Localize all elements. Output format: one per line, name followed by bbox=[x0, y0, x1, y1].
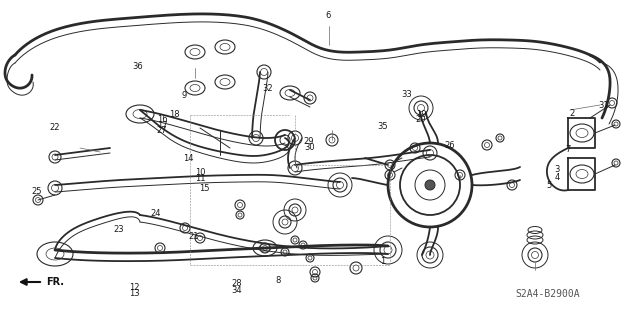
Text: 1: 1 bbox=[380, 257, 385, 266]
Text: 25: 25 bbox=[32, 187, 42, 196]
Text: 22: 22 bbox=[49, 123, 60, 132]
Text: 19: 19 bbox=[416, 110, 426, 119]
Text: 18: 18 bbox=[170, 110, 180, 119]
Text: 17: 17 bbox=[157, 121, 167, 130]
Text: 21: 21 bbox=[189, 232, 199, 241]
Text: 34: 34 bbox=[232, 286, 242, 295]
Text: 35: 35 bbox=[378, 122, 388, 131]
Text: 10: 10 bbox=[195, 168, 205, 177]
Text: 2: 2 bbox=[569, 109, 574, 118]
Text: 32: 32 bbox=[262, 84, 273, 93]
Text: 3: 3 bbox=[554, 165, 559, 174]
Text: 9: 9 bbox=[181, 91, 186, 100]
Text: 8: 8 bbox=[276, 276, 281, 285]
Text: 11: 11 bbox=[195, 174, 205, 183]
Text: 36: 36 bbox=[132, 63, 143, 71]
Text: 6: 6 bbox=[326, 11, 331, 20]
Text: 30: 30 bbox=[304, 143, 314, 152]
Text: 31: 31 bbox=[598, 101, 609, 110]
Text: 24: 24 bbox=[150, 209, 161, 218]
Text: 5: 5 bbox=[547, 181, 552, 189]
Text: 33: 33 bbox=[401, 90, 412, 99]
Text: 28: 28 bbox=[232, 279, 242, 288]
Text: 7: 7 bbox=[565, 145, 570, 154]
Text: 12: 12 bbox=[129, 283, 140, 292]
Text: 13: 13 bbox=[129, 289, 140, 298]
Text: FR.: FR. bbox=[46, 277, 64, 287]
Text: 29: 29 bbox=[304, 137, 314, 146]
Text: 14: 14 bbox=[184, 154, 194, 163]
Text: 26: 26 bbox=[445, 141, 455, 150]
Circle shape bbox=[425, 180, 435, 190]
Text: 20: 20 bbox=[416, 115, 426, 124]
Text: 4: 4 bbox=[554, 173, 559, 182]
Text: 16: 16 bbox=[157, 115, 167, 124]
Text: S2A4-B2900A: S2A4-B2900A bbox=[515, 289, 579, 299]
Text: 15: 15 bbox=[200, 184, 210, 193]
Text: 27: 27 bbox=[157, 126, 167, 135]
Text: 23: 23 bbox=[113, 225, 124, 234]
